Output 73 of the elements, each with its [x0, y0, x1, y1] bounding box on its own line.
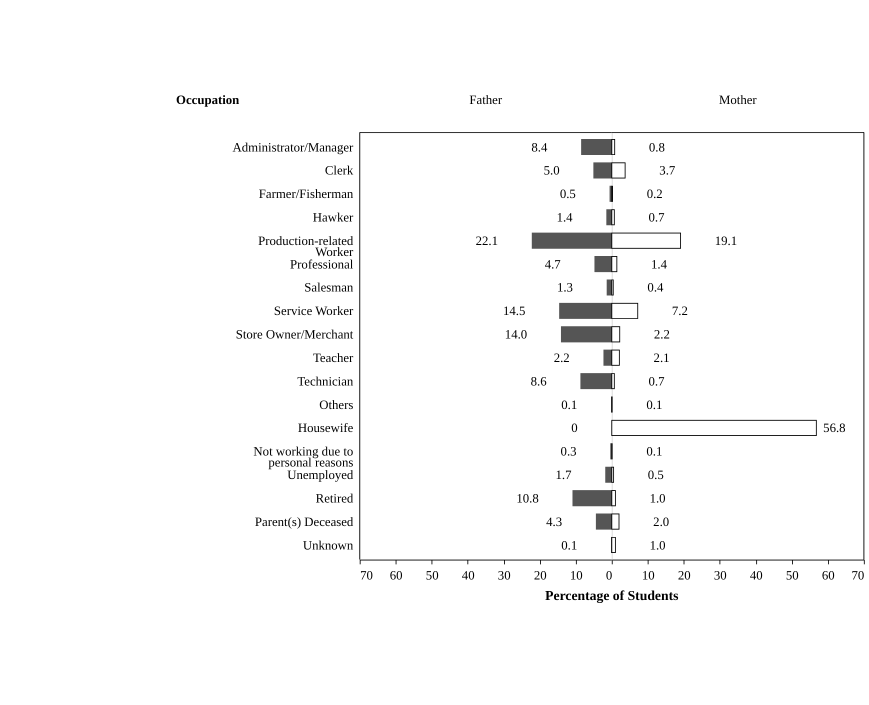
x-tick-label: 50 — [426, 568, 439, 583]
y-tick-label: Store Owner/Merchant — [236, 328, 354, 342]
y-tick-label: Others — [319, 398, 354, 412]
y-tick-label: Hawker — [312, 210, 354, 225]
data-label: 4.7 — [544, 257, 562, 272]
chart-title: Father — [469, 93, 503, 108]
y-tick-label: Administrator/Manager — [232, 140, 354, 154]
data-label: 19.1 — [714, 234, 738, 248]
x-tick-label: 40 — [462, 568, 475, 583]
data-label: 5.0 — [544, 164, 560, 178]
data-label: 1.4 — [556, 210, 574, 225]
y-tick-label: Farmer/Fisherman — [258, 187, 354, 202]
x-tick-label: 20 — [678, 568, 691, 583]
data-label: 0.2 — [646, 187, 663, 202]
data-label: 2.2 — [654, 328, 670, 342]
data-label: 0.1 — [646, 398, 662, 412]
data-label: 14.5 — [503, 304, 526, 318]
data-label: 4.3 — [546, 514, 562, 529]
y-tick-label: Retired — [316, 491, 354, 506]
y-tick-label: Salesman — [304, 280, 354, 295]
data-label: 0.7 — [648, 374, 666, 388]
y-tick-label: Parent(s) Deceased — [254, 514, 354, 529]
y-tick-label: Clerk — [324, 164, 354, 178]
y-tick-label: Technician — [297, 374, 354, 388]
x-tick-label: 10 — [570, 568, 583, 583]
x-tick-label: 70 — [360, 568, 373, 583]
data-label: 10.8 — [516, 491, 539, 506]
data-label: 22.1 — [476, 234, 498, 248]
data-label: 56.8 — [823, 421, 846, 436]
y-tick-label: Professional — [290, 257, 354, 272]
y-tick-label: Service Worker — [274, 304, 354, 318]
y-tick-label: Unemployed — [287, 468, 354, 482]
x-tick-label: 30 — [498, 568, 511, 583]
x-tick-label: 50 — [786, 568, 799, 583]
x-tick-label: 30 — [714, 568, 727, 583]
data-label: 0.1 — [646, 444, 662, 459]
x-tick-label: 40 — [750, 568, 763, 583]
data-label: 0 — [571, 421, 578, 436]
y-tick-label: Production-related Worker — [258, 234, 354, 260]
y-tick-label: Teacher — [313, 350, 354, 365]
data-label: 0.1 — [561, 398, 578, 412]
data-label: 0.3 — [560, 444, 577, 459]
y-axis-title: Occupation — [176, 93, 240, 108]
x-tick-label: 60 — [390, 568, 403, 583]
y-tick-label: Housewife — [298, 421, 354, 436]
data-label: 1.7 — [556, 468, 572, 482]
data-label: 8.6 — [530, 374, 548, 388]
x-tick-label: 0 — [606, 568, 612, 583]
y-tick-label: Unknown — [302, 538, 354, 552]
x-tick-label: 60 — [822, 568, 835, 583]
data-label: 1.3 — [556, 280, 573, 295]
data-label: 3.7 — [659, 164, 676, 178]
data-label: 2.0 — [653, 514, 670, 529]
data-label: 0.5 — [648, 468, 664, 482]
data-label: 0.5 — [560, 187, 576, 202]
data-label: 1.0 — [650, 491, 666, 506]
data-label: 8.4 — [531, 140, 548, 154]
data-label: 1.4 — [651, 257, 668, 272]
data-label: 0.7 — [648, 210, 666, 225]
data-label: 7.2 — [672, 304, 688, 318]
data-label: 0.8 — [648, 140, 665, 154]
y-tick-label: Not working due to personal reasons — [253, 444, 354, 470]
data-label: 0.1 — [561, 538, 578, 552]
data-label: 0.4 — [647, 280, 664, 295]
data-label: 2.1 — [654, 350, 670, 365]
data-label: 1.0 — [650, 538, 666, 552]
data-label: 2.2 — [554, 350, 570, 365]
x-tick-label: 20 — [534, 568, 547, 583]
x-tick-label: 70 — [852, 568, 864, 583]
x-axis-title: Percentage of Students — [545, 588, 678, 604]
chart-title: Mother — [718, 93, 758, 108]
data-label: 14.0 — [504, 328, 528, 342]
x-tick-label: 10 — [642, 568, 655, 583]
